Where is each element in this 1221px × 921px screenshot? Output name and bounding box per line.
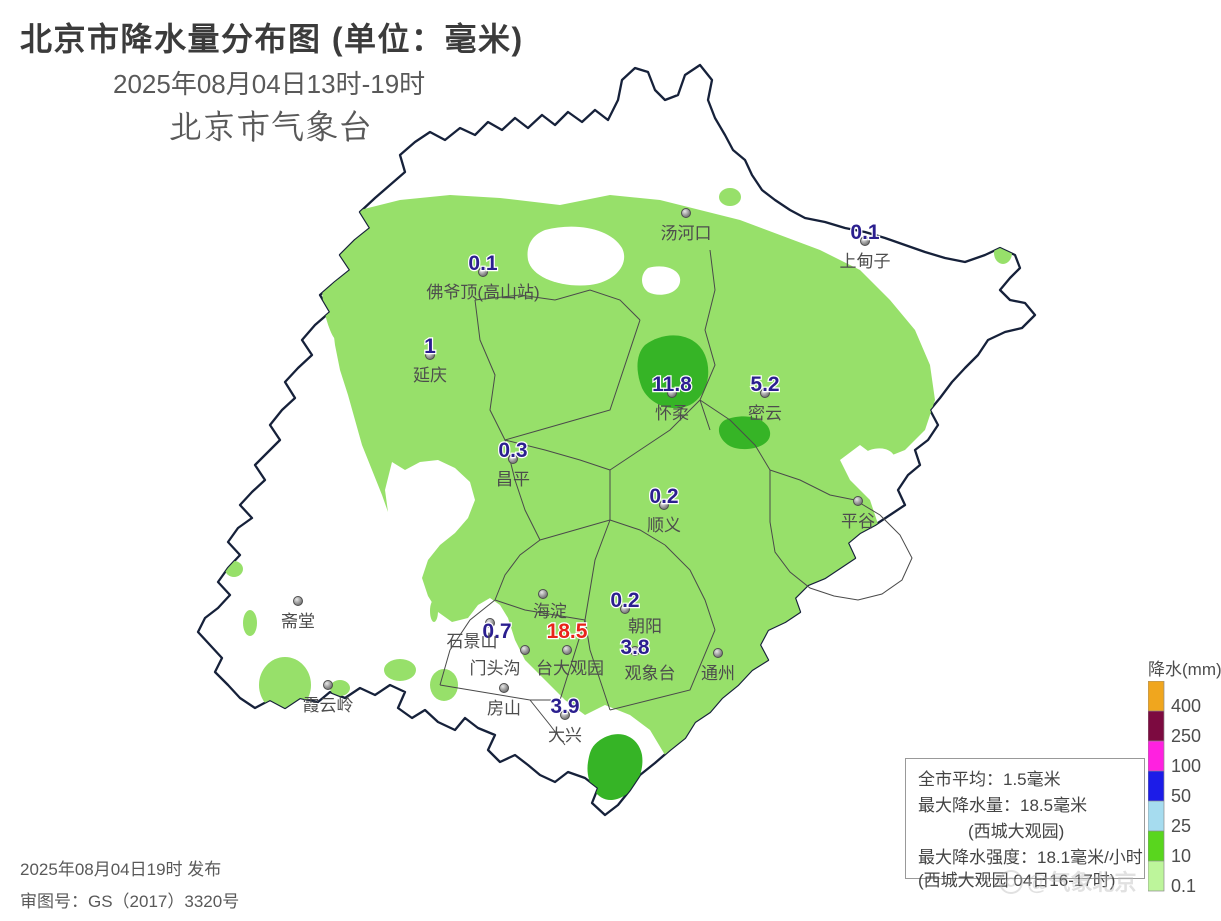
svg-text:@气象北京: @气象北京 [1027,870,1136,895]
